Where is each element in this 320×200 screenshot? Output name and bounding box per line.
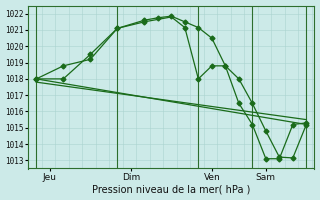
X-axis label: Pression niveau de la mer( hPa ): Pression niveau de la mer( hPa ) bbox=[92, 184, 251, 194]
